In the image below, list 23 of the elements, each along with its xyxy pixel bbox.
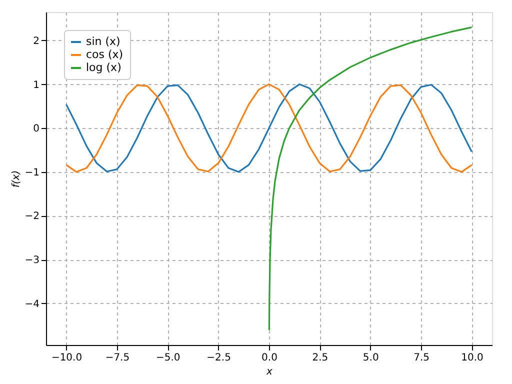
x-tick-label: −5.0 [156, 352, 180, 364]
line-series [65, 83, 473, 173]
x-tick-label: 5.0 [362, 352, 379, 364]
y-tick-label: −3 [24, 255, 40, 266]
x-tick-label: 2.5 [312, 352, 328, 364]
line-series [268, 26, 473, 331]
y-tick-label: −1 [24, 167, 40, 178]
x-tick-label: −10.0 [51, 352, 82, 364]
legend-label: cos (x) [86, 48, 124, 61]
x-tick-label: 7.5 [414, 352, 430, 364]
x-tick-label: −2.5 [206, 352, 231, 364]
legend-label: sin (x) [86, 35, 120, 48]
y-tick-label: 0 [33, 124, 40, 135]
x-tick-label: 0.0 [262, 352, 278, 364]
y-tick-label: −4 [24, 298, 40, 310]
legend-label: log (x) [86, 61, 122, 74]
y-tick-label: 2 [33, 36, 40, 47]
y-tick-label: −2 [24, 211, 40, 222]
y-tick-label: 1 [33, 80, 40, 91]
x-tick-label: −7.5 [105, 352, 130, 364]
y-axis-title: f(x) [10, 170, 22, 188]
x-axis-title: x [266, 366, 273, 378]
x-tick-label: 10.0 [461, 352, 484, 364]
